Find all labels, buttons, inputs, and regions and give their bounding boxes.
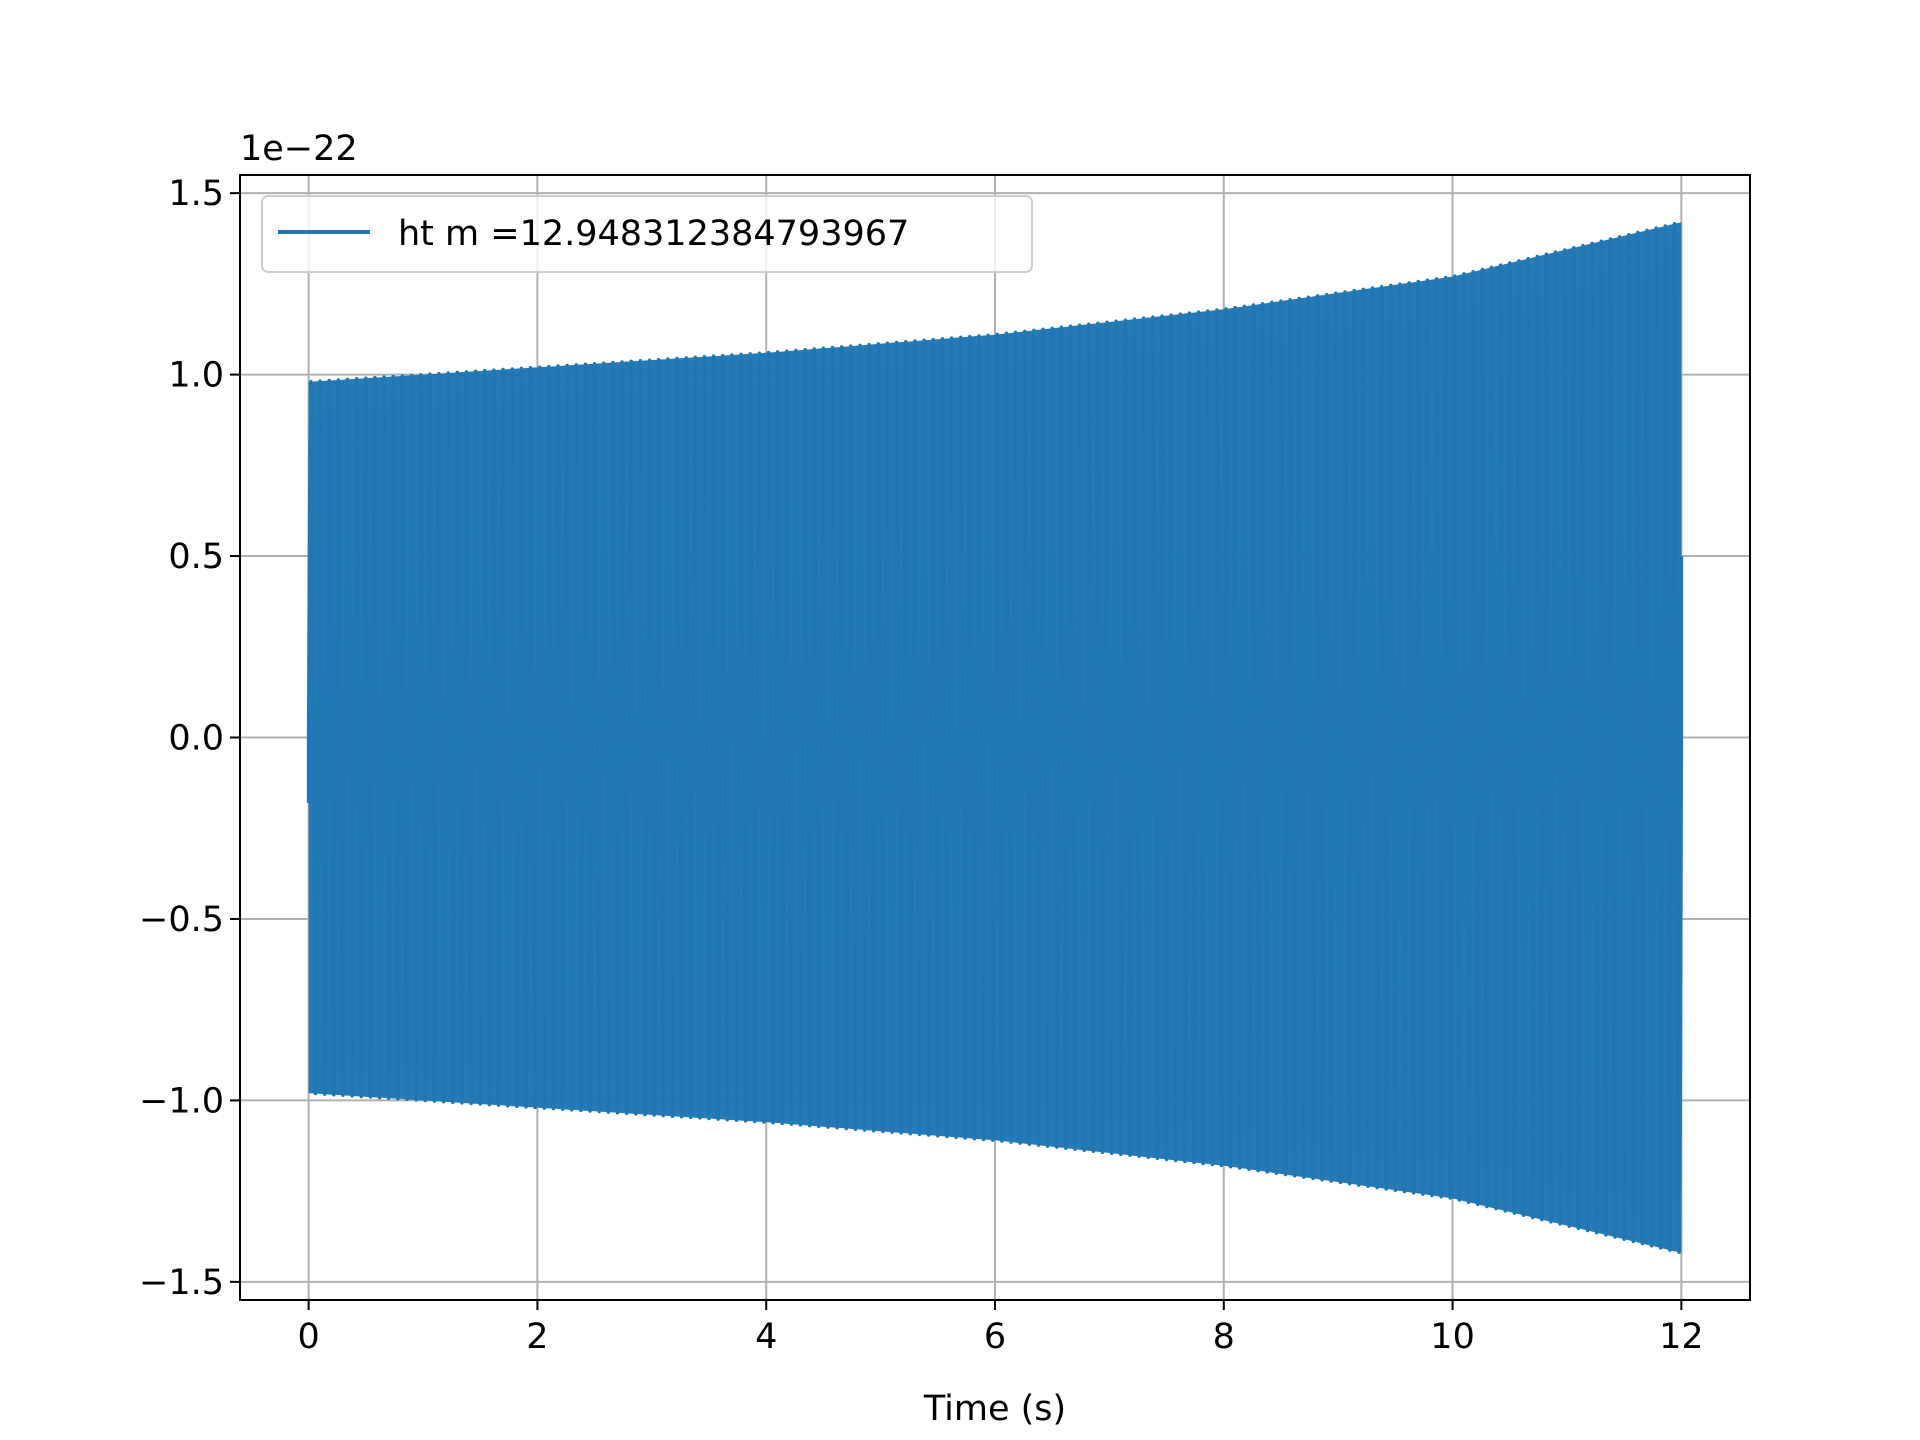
- x-tick-label-6: 12: [1659, 1317, 1704, 1357]
- x-tick-label-5: 10: [1430, 1317, 1475, 1357]
- x-tick-label-4: 8: [1213, 1317, 1235, 1357]
- x-axis-label: Time (s): [923, 1389, 1066, 1429]
- x-tick-label-0: 0: [297, 1317, 319, 1357]
- y-tick-label-4: 0.5: [168, 537, 224, 577]
- y-tick-label-5: 1.0: [168, 356, 224, 396]
- y-offset-label: 1e−22: [240, 129, 358, 169]
- x-tick-label-3: 6: [984, 1317, 1006, 1357]
- y-tick-label-0: −1.5: [139, 1263, 224, 1303]
- y-tick-label-2: −0.5: [139, 900, 224, 940]
- series-layer: [306, 222, 1684, 1255]
- series-line-ht: [306, 222, 1684, 1255]
- y-tick-label-3: 0.0: [168, 719, 224, 759]
- legend: ht m =12.948312384793967: [261, 195, 1033, 273]
- y-tick-label-6: 1.5: [168, 174, 224, 214]
- y-tick-label-1: −1.0: [139, 1081, 224, 1121]
- legend-entry-label: ht m =12.948312384793967: [398, 214, 909, 254]
- x-tick-label-1: 2: [526, 1317, 548, 1357]
- x-tick-label-2: 4: [755, 1317, 777, 1357]
- legend-box: [261, 195, 1033, 273]
- axis-ticks: 0 2 4 6 8 10 12 −1.5 −1.0 −0.5 0.0 0.5 1.0 1.5: [139, 174, 1704, 1357]
